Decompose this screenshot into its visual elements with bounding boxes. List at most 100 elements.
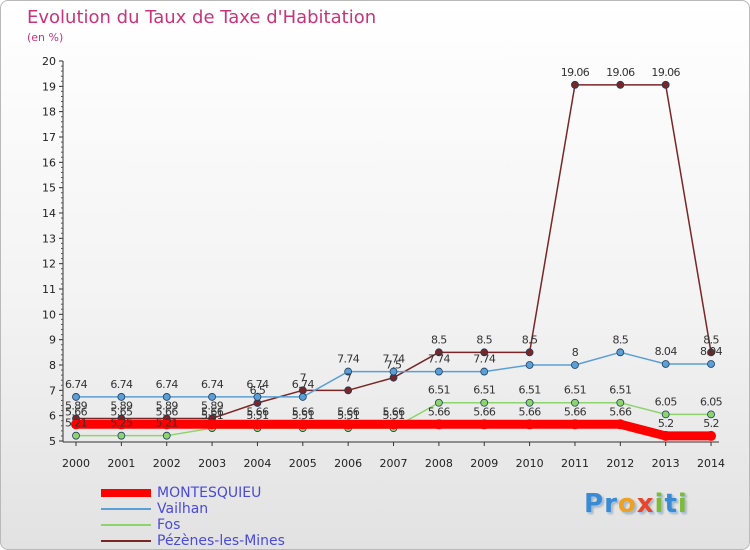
data-point: [706, 430, 717, 441]
x-tick-label: 2012: [606, 457, 634, 470]
data-label: 6.51: [609, 384, 631, 397]
legend-swatch: [101, 508, 151, 510]
y-tick-label: 7: [49, 384, 56, 397]
data-point: [117, 393, 126, 401]
data-label: 5.66: [428, 405, 451, 418]
chart-unit: (en %): [27, 31, 64, 44]
x-tick-label: 2007: [380, 457, 408, 470]
legend-swatch: [101, 524, 151, 526]
y-tick-label: 6: [49, 410, 56, 423]
data-label: 8.04: [700, 345, 723, 358]
data-label: 6.74: [110, 378, 133, 391]
data-label: 6.74: [292, 378, 315, 391]
data-label: 6.05: [655, 395, 678, 408]
y-tick-label: 18: [42, 106, 56, 119]
data-point: [344, 367, 353, 376]
data-point: [661, 360, 670, 368]
data-point: [208, 393, 216, 401]
data-point: [707, 348, 715, 357]
x-tick-label: 2001: [107, 457, 135, 470]
x-tick-label: 2006: [334, 457, 362, 470]
data-label: 19.06: [606, 66, 635, 79]
data-label: 5.21: [65, 417, 87, 430]
y-tick-label: 9: [49, 334, 56, 347]
y-tick-label: 8: [49, 359, 56, 372]
data-label: 7.74: [382, 353, 405, 366]
data-label: 7.74: [473, 353, 496, 366]
data-label: 5.66: [201, 405, 224, 418]
x-tick-label: 2008: [425, 457, 453, 470]
data-label: 5.89: [110, 399, 133, 412]
data-point: [480, 367, 489, 376]
data-point: [707, 360, 715, 368]
x-tick-label: 2013: [652, 457, 680, 470]
data-label: 5.51: [246, 409, 268, 422]
data-point: [480, 398, 489, 407]
data-label: 7.5: [386, 359, 402, 372]
data-label: 5.51: [337, 409, 359, 422]
data-label: 8.5: [522, 333, 538, 346]
x-tick-label: 2014: [697, 457, 725, 470]
data-label: 6.51: [428, 384, 450, 397]
data-label: 5.66: [292, 405, 315, 418]
data-point: [615, 419, 626, 430]
data-label: 8.5: [431, 333, 447, 346]
data-label: 5.66: [382, 405, 405, 418]
x-tick-label: 2004: [243, 457, 271, 470]
data-label: 6.74: [65, 378, 88, 391]
y-tick-label: 14: [42, 207, 56, 220]
x-tick-label: 2000: [62, 457, 90, 470]
proxiti-logo: Proxiti: [584, 489, 688, 519]
data-point: [525, 398, 534, 407]
data-point: [116, 419, 127, 430]
data-label: 5.21: [156, 417, 178, 430]
legend-label: Fos: [157, 517, 181, 533]
data-point: [161, 419, 172, 430]
y-tick-label: 10: [42, 308, 56, 321]
x-tick-label: 2005: [289, 457, 317, 470]
data-point: [479, 419, 490, 430]
data-point: [524, 419, 535, 430]
data-point: [344, 386, 353, 395]
data-label: 19.06: [561, 66, 590, 79]
data-point: [343, 419, 354, 430]
data-label: 5.66: [65, 405, 88, 418]
data-label: 5.66: [609, 405, 632, 418]
data-label: 8.5: [612, 333, 628, 346]
x-tick-label: 2011: [561, 457, 589, 470]
data-label: 5.51: [292, 409, 314, 422]
data-label: 8.04: [655, 345, 678, 358]
data-point: [616, 348, 625, 357]
data-point: [707, 410, 715, 419]
data-label: 6.51: [564, 384, 586, 397]
data-label: 5.2: [703, 417, 719, 430]
data-point: [162, 393, 171, 401]
data-label: 5.66: [337, 405, 360, 418]
y-tick-label: 20: [42, 55, 56, 68]
legend-swatch: [101, 489, 151, 497]
legend-label: MONTESQUIEU: [157, 485, 262, 501]
data-point: [252, 419, 263, 430]
data-label: 6.51: [473, 384, 495, 397]
chart-title: Evolution du Taux de Taxe d'Habitation: [27, 7, 377, 28]
data-label: 5.66: [473, 405, 496, 418]
data-point: [434, 367, 443, 376]
data-point: [71, 419, 81, 430]
data-point: [525, 361, 534, 369]
y-tick-label: 5: [49, 435, 56, 448]
data-point: [297, 419, 308, 430]
data-label: 6.74: [246, 378, 269, 391]
legend-label: Pézènes-les-Mines: [157, 533, 285, 549]
y-tick-label: 16: [42, 156, 56, 169]
data-label: 5.51: [382, 409, 404, 422]
data-label: 6.5: [250, 384, 266, 397]
data-point: [72, 431, 80, 440]
data-point: [661, 80, 670, 89]
data-label: 6.05: [700, 395, 723, 408]
x-tick-label: 2003: [198, 457, 226, 470]
y-tick-label: 19: [42, 80, 56, 93]
y-tick-label: 15: [42, 182, 56, 195]
data-label: 7: [345, 371, 352, 384]
